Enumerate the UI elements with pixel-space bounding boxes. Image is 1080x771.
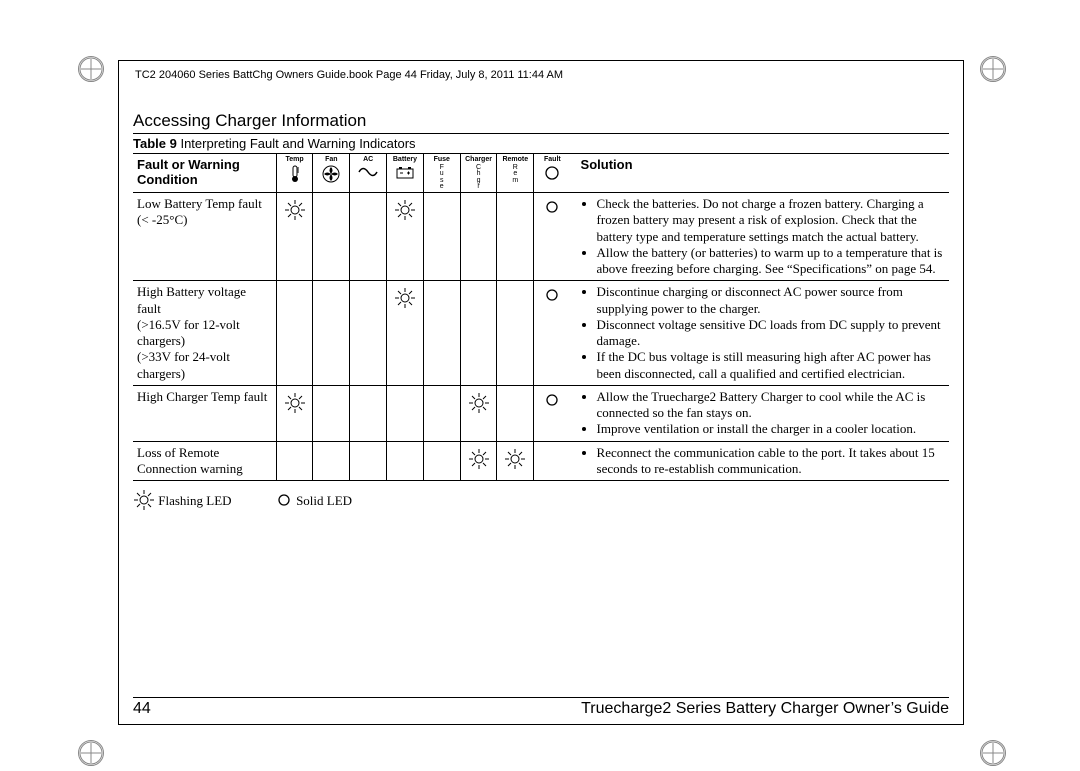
col-header-charger: Charger C h g r xyxy=(460,154,497,193)
crop-mark-br xyxy=(980,740,1006,766)
led-cell xyxy=(460,281,497,386)
solution-cell: Allow the Truecharge2 Battery Charger to… xyxy=(571,385,949,441)
table-row: Loss of Remote Connection warning Reconne… xyxy=(133,441,949,481)
guide-title: Truecharge2 Series Battery Charger Owner… xyxy=(581,700,949,718)
flashing-led-icon xyxy=(468,392,490,419)
flashing-led-icon xyxy=(133,489,155,515)
legend-solid: Solid LED xyxy=(275,491,352,513)
led-cell xyxy=(534,385,571,441)
crop-mark-bl xyxy=(78,740,104,766)
solution-item: Discontinue charging or disconnect AC po… xyxy=(597,284,945,317)
condition-cell: Low Battery Temp fault (< -25°C) xyxy=(133,193,276,281)
col-header-fuse: Fuse F u s e xyxy=(423,154,460,193)
legend: Flashing LED Solid LED xyxy=(133,489,949,515)
remote-text-icon: R e m xyxy=(512,165,518,184)
table-row: High Battery voltage fault(>16.5V for 12… xyxy=(133,281,949,386)
led-cell xyxy=(350,281,387,386)
running-header: TC2 204060 Series BattChg Owners Guide.b… xyxy=(135,69,949,81)
led-cell xyxy=(350,193,387,281)
led-cell xyxy=(276,193,313,281)
table-caption: Table 9 Interpreting Fault and Warning I… xyxy=(133,136,949,151)
led-cell xyxy=(350,385,387,441)
solution-cell: Check the batteries. Do not charge a fro… xyxy=(571,193,949,281)
page-footer: 44 Truecharge2 Series Battery Charger Ow… xyxy=(133,697,949,718)
led-cell xyxy=(387,441,424,481)
led-cell xyxy=(460,385,497,441)
solution-item: Reconnect the communication cable to the… xyxy=(597,445,945,478)
page-number: 44 xyxy=(133,700,151,717)
solution-cell: Reconnect the communication cable to the… xyxy=(571,441,949,481)
col-header-condition: Fault or Warning Condition xyxy=(133,154,276,193)
solution-item: If the DC bus voltage is still measuring… xyxy=(597,349,945,382)
col-header-ac: AC xyxy=(350,154,387,193)
led-cell xyxy=(460,441,497,481)
legend-flashing: Flashing LED xyxy=(133,489,232,515)
led-cell xyxy=(313,441,350,481)
flashing-led-icon xyxy=(284,199,306,226)
led-cell xyxy=(423,441,460,481)
led-cell xyxy=(313,193,350,281)
led-cell xyxy=(276,281,313,386)
charger-text-icon: C h g r xyxy=(476,165,481,190)
led-cell xyxy=(276,441,313,481)
led-cell xyxy=(497,441,534,481)
col-header-remote: Remote R e m xyxy=(497,154,534,193)
led-cell xyxy=(387,193,424,281)
led-cell xyxy=(276,385,313,441)
solution-item: Check the batteries. Do not charge a fro… xyxy=(597,196,945,245)
solid-led-icon xyxy=(275,491,293,513)
section-title: Accessing Charger Information xyxy=(133,111,949,131)
table-caption-number: Table 9 xyxy=(133,136,177,151)
fault-table: Fault or Warning Condition Temp Fan AC B… xyxy=(133,153,949,481)
led-cell xyxy=(497,385,534,441)
solution-item: Disconnect voltage sensitive DC loads fr… xyxy=(597,317,945,350)
solution-item: Improve ventilation or install the charg… xyxy=(597,421,945,437)
led-cell xyxy=(350,441,387,481)
led-cell xyxy=(497,281,534,386)
flashing-led-icon xyxy=(284,392,306,419)
table-caption-text: Interpreting Fault and Warning Indicator… xyxy=(180,136,415,151)
flashing-led-icon xyxy=(394,287,416,314)
table-body: Low Battery Temp fault (< -25°C) Check th… xyxy=(133,193,949,481)
flashing-led-icon xyxy=(468,448,490,475)
led-cell xyxy=(534,441,571,481)
led-cell xyxy=(423,193,460,281)
solution-item: Allow the Truecharge2 Battery Charger to… xyxy=(597,389,945,422)
led-cell xyxy=(423,281,460,386)
table-header-row: Fault or Warning Condition Temp Fan AC B… xyxy=(133,154,949,193)
condition-cell: High Charger Temp fault xyxy=(133,385,276,441)
col-header-temp: Temp xyxy=(276,154,313,193)
crop-mark-tr xyxy=(980,56,1006,82)
led-cell xyxy=(534,281,571,386)
solution-item: Allow the battery (or batteries) to warm… xyxy=(597,245,945,278)
page-frame: TC2 204060 Series BattChg Owners Guide.b… xyxy=(118,60,964,725)
crop-mark-tl xyxy=(78,56,104,82)
led-cell xyxy=(387,385,424,441)
led-cell xyxy=(497,193,534,281)
led-cell xyxy=(460,193,497,281)
condition-cell: Loss of Remote Connection warning xyxy=(133,441,276,481)
flashing-led-icon xyxy=(394,199,416,226)
led-cell xyxy=(534,193,571,281)
solid-led-icon xyxy=(544,287,560,308)
col-header-fan: Fan xyxy=(313,154,350,193)
col-header-solution: Solution xyxy=(571,154,949,193)
solid-led-icon xyxy=(544,392,560,413)
led-cell xyxy=(387,281,424,386)
led-cell xyxy=(313,281,350,386)
col-header-fault: Fault xyxy=(534,154,571,193)
solid-led-icon xyxy=(544,199,560,220)
solution-cell: Discontinue charging or disconnect AC po… xyxy=(571,281,949,386)
table-row: Low Battery Temp fault (< -25°C) Check th… xyxy=(133,193,949,281)
flashing-led-icon xyxy=(504,448,526,475)
table-row: High Charger Temp fault Allow the Truecha… xyxy=(133,385,949,441)
led-cell xyxy=(423,385,460,441)
col-header-battery: Battery xyxy=(387,154,424,193)
condition-cell: High Battery voltage fault(>16.5V for 12… xyxy=(133,281,276,386)
led-cell xyxy=(313,385,350,441)
fuse-text-icon: F u s e xyxy=(440,165,444,190)
